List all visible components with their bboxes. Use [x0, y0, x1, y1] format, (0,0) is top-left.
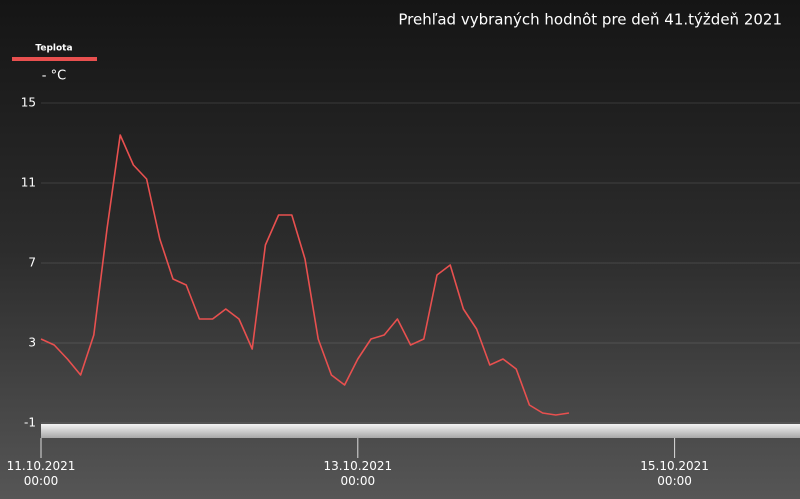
data-line	[40, 134, 570, 416]
y-tick-label: 11	[21, 176, 36, 190]
y-tick-label: 7	[28, 256, 36, 270]
y-tick-label: -1	[24, 416, 36, 430]
y-tick-label: 3	[28, 336, 36, 350]
x-tick-label: 11.10.2021 00:00	[6, 459, 76, 488]
axis-band	[41, 424, 800, 438]
y-axis-label: - °C	[42, 69, 66, 84]
y-tick-label: 15	[21, 96, 36, 110]
chart-title: Prehľad vybraných hodnôt pre deň 41.týžd…	[398, 11, 782, 29]
x-tick-label: 15.10.2021 00:00	[640, 459, 709, 488]
x-tick-label: 13.10.2021 00:00	[323, 459, 393, 488]
legend-label: Teplota	[35, 44, 72, 54]
